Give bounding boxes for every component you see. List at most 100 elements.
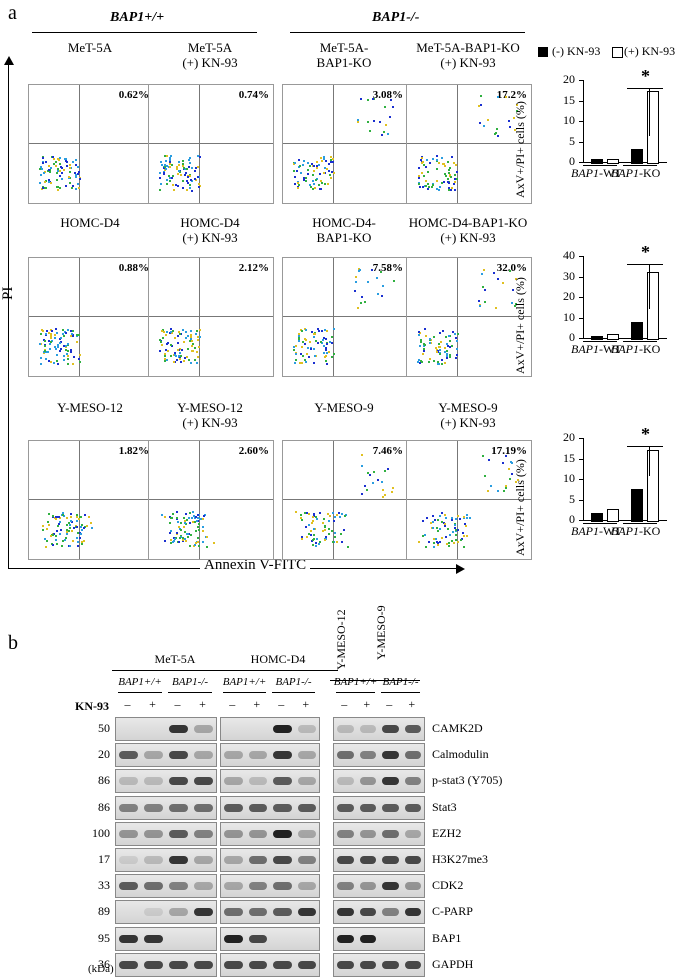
scatter-dot <box>504 484 507 487</box>
scatter-dot <box>69 182 71 185</box>
protein-band <box>337 882 354 891</box>
scatter-dot <box>78 354 81 357</box>
bar-pos <box>647 449 659 522</box>
scatter-dot <box>307 512 310 515</box>
treatment-sign: – <box>229 697 236 711</box>
protein-band <box>169 908 188 917</box>
scatter-dot <box>462 532 465 535</box>
scatter-dot <box>196 338 199 341</box>
scatter-dot <box>422 186 425 189</box>
scatter-dot <box>326 352 329 355</box>
protein-band <box>224 908 243 917</box>
scatter-dot <box>188 533 191 536</box>
scatter-dot <box>166 178 168 181</box>
scatter-dot <box>76 341 79 344</box>
scatter-dot <box>45 358 48 361</box>
scatter-dot <box>293 349 296 351</box>
scatter-dot <box>332 161 334 164</box>
scatter-plot: 17.19% <box>406 440 532 560</box>
protein-band <box>359 829 376 838</box>
scatter-dot <box>437 343 440 346</box>
blot-strip <box>333 743 425 768</box>
scatter-dot <box>58 522 61 525</box>
scatter-dot <box>446 527 449 530</box>
quadrant-line <box>283 499 407 500</box>
scatter-dot <box>70 519 72 522</box>
scatter-dot <box>164 360 166 363</box>
scatter-dot <box>449 534 452 537</box>
scatter-dot <box>193 170 196 173</box>
scatter-dot <box>188 173 191 176</box>
scatter-dot <box>369 473 372 476</box>
scatter-dot <box>184 513 187 516</box>
protein-band <box>359 882 376 891</box>
scatter-dot <box>43 171 46 174</box>
scatter-dot <box>190 345 193 348</box>
scatter-dot <box>169 343 172 346</box>
scatter-dot <box>180 333 183 336</box>
scatter-dot <box>197 183 200 185</box>
protein-label: EZH2 <box>432 825 462 840</box>
category-underline <box>583 523 617 524</box>
significance-star: * <box>641 242 650 262</box>
scatter-dot <box>169 539 172 541</box>
legend-pos-label: (+) KN-93 <box>624 44 676 58</box>
scatter-dot <box>162 330 165 333</box>
scatter-dot <box>450 344 453 347</box>
scatter-dot <box>295 345 298 348</box>
scatter-dot <box>171 344 174 347</box>
scatter-dot <box>78 178 81 181</box>
quadrant-line <box>283 143 407 144</box>
scatter-dot <box>159 161 162 164</box>
significance-bracket <box>627 264 650 310</box>
scatter-dot <box>432 182 435 185</box>
chart-tick-mark <box>579 121 583 122</box>
protein-band <box>119 829 138 838</box>
scatter-dot <box>435 188 438 191</box>
scatter-dot <box>299 513 302 516</box>
scatter-dot <box>55 534 58 537</box>
quadrant-line <box>407 316 531 317</box>
scatter-dot <box>435 351 438 353</box>
scatter-dot <box>515 104 518 107</box>
panel-title: HOMC-D4-BAP1-KO (+) KN-93 <box>408 215 528 245</box>
scatter-dot <box>192 349 194 352</box>
scatter-dot <box>435 348 438 351</box>
scatter-dot <box>446 353 449 356</box>
quadrant-line <box>149 143 273 144</box>
scatter-dot <box>449 167 452 170</box>
scatter-dot <box>43 340 46 343</box>
treatment-sign: – <box>386 697 393 711</box>
scatter-dot <box>428 162 431 165</box>
protein-band <box>273 751 292 760</box>
scatter-plot: 17.2% <box>406 84 532 204</box>
scatter-dot <box>381 134 384 137</box>
scatter-dot <box>502 462 505 465</box>
scatter-dot <box>326 342 329 345</box>
scatter-dot <box>90 526 93 529</box>
scatter-dot <box>454 523 456 526</box>
chart-tick-label: 10 <box>563 471 575 485</box>
scatter-dot <box>438 528 441 531</box>
protein-band <box>273 856 292 864</box>
scatter-dot <box>497 95 500 98</box>
scatter-dot <box>174 351 177 354</box>
chart-tick-label: 30 <box>563 268 575 283</box>
scatter-dot <box>438 345 441 348</box>
molecular-weight: 33 <box>98 878 110 893</box>
scatter-dot <box>61 172 64 175</box>
scatter-dot <box>189 157 192 160</box>
scatter-dot <box>424 344 427 346</box>
scatter-dot <box>41 167 44 170</box>
scatter-dot <box>424 179 427 182</box>
scatter-dot <box>422 534 425 537</box>
protein-band <box>359 934 376 943</box>
scatter-dot <box>77 357 80 360</box>
scatter-dot <box>454 522 457 525</box>
scatter-dot <box>177 163 180 166</box>
scatter-dot <box>197 523 200 526</box>
scatter-dot <box>76 532 79 534</box>
protein-band <box>248 856 267 864</box>
scatter-dot <box>179 535 182 538</box>
scatter-dot <box>437 542 439 544</box>
